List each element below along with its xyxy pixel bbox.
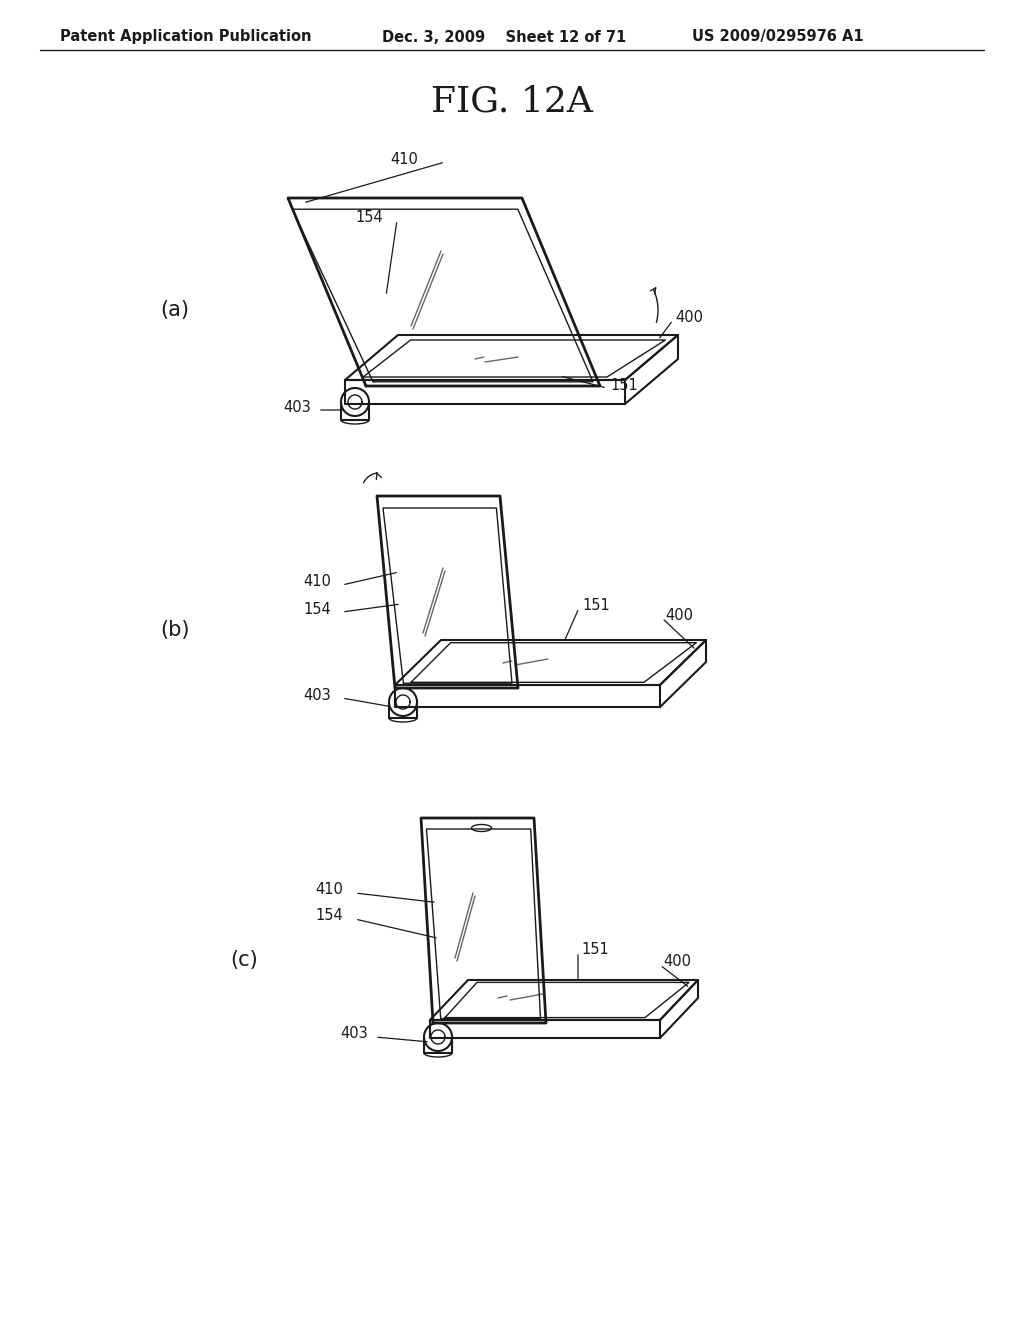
Text: FIG. 12A: FIG. 12A xyxy=(431,84,593,119)
Text: 403: 403 xyxy=(303,688,331,702)
Text: 410: 410 xyxy=(303,574,331,590)
Text: 151: 151 xyxy=(581,941,608,957)
Text: 410: 410 xyxy=(315,883,343,898)
Text: (a): (a) xyxy=(160,300,189,319)
Text: (c): (c) xyxy=(230,950,258,970)
Text: 151: 151 xyxy=(582,598,609,612)
Text: 154: 154 xyxy=(315,908,343,924)
Text: 151: 151 xyxy=(610,378,638,392)
Text: 400: 400 xyxy=(663,954,691,969)
Text: 403: 403 xyxy=(283,400,310,414)
Text: 403: 403 xyxy=(340,1027,368,1041)
Text: 154: 154 xyxy=(303,602,331,616)
Text: Dec. 3, 2009    Sheet 12 of 71: Dec. 3, 2009 Sheet 12 of 71 xyxy=(382,29,627,45)
Text: US 2009/0295976 A1: US 2009/0295976 A1 xyxy=(692,29,863,45)
Text: 410: 410 xyxy=(390,152,418,166)
Text: 400: 400 xyxy=(675,309,703,325)
Text: (b): (b) xyxy=(160,620,189,640)
Text: 400: 400 xyxy=(665,607,693,623)
Text: 154: 154 xyxy=(355,210,383,224)
Text: Patent Application Publication: Patent Application Publication xyxy=(60,29,311,45)
